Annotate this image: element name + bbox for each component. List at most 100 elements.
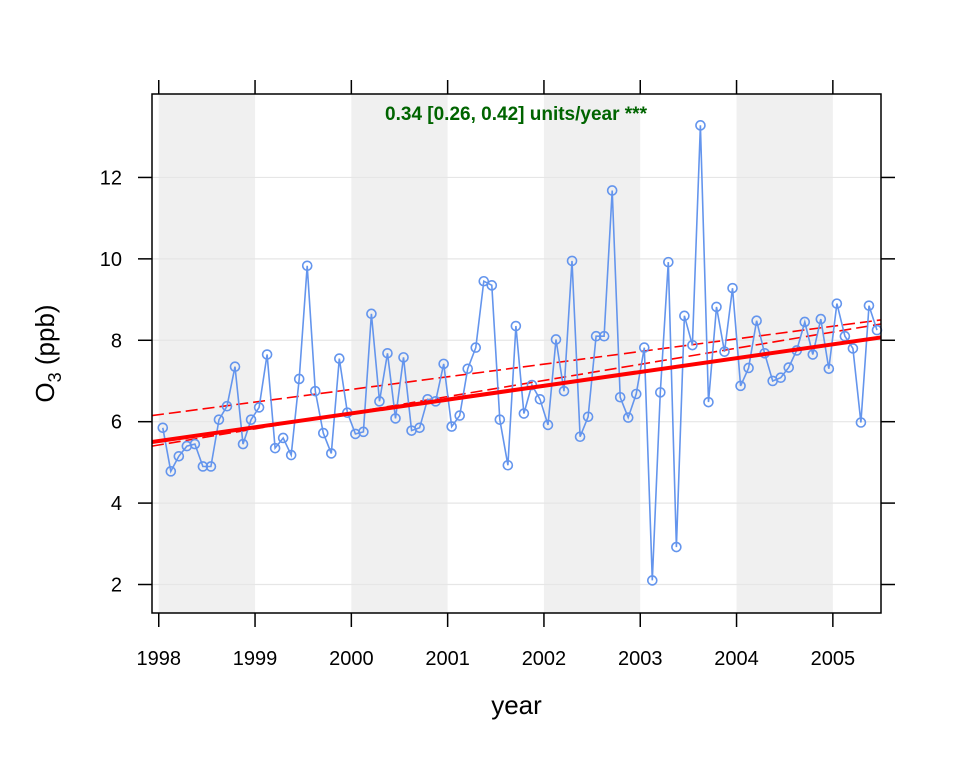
data-point [703,396,714,408]
plot-panel-border [151,93,882,614]
data-point [366,308,377,320]
data-point [783,362,795,373]
data-point [293,373,305,385]
data-point [638,342,650,353]
y-axis-title-unit: (ppb) [30,304,60,372]
trend-line [151,335,882,445]
data-point [630,388,642,400]
data-point [390,413,401,424]
data-point [566,255,578,267]
data-point [799,316,811,328]
data-point [165,466,177,477]
data-point [462,363,474,375]
data-point [326,448,337,459]
data-point [542,419,554,431]
y-tick-label: 6 [111,412,122,434]
data-point [727,282,738,294]
data-point [735,380,746,392]
data-point [334,353,345,364]
data-point [277,432,289,444]
y-tick-label: 8 [111,330,122,352]
data-point [831,298,843,309]
year-band [351,94,448,613]
data-point [309,385,321,397]
data-point [614,391,626,403]
data-point [358,426,369,438]
data-point [157,422,169,434]
data-point [847,343,859,354]
data-point [679,310,690,322]
data-point [317,427,329,439]
x-tick-label: 2004 [714,648,759,670]
data-series [157,120,883,586]
data-point [213,414,225,425]
data-point [863,300,875,311]
data-point [301,260,313,272]
data-point [446,421,457,432]
year-band [158,94,256,613]
data-point [606,185,618,196]
data-point [494,414,506,425]
data-point [855,417,867,428]
data-point [221,400,233,412]
data-point [719,346,730,357]
data-point [823,363,835,375]
data-point [454,410,466,421]
y-axis: 2 4 6 8 10 12 [100,167,895,597]
data-point [590,330,602,342]
y-axis-title-subscript: 3 [45,372,65,382]
data-point [646,575,658,586]
data-point [269,442,281,454]
data-point [502,459,514,471]
data-point [558,385,570,397]
y-tick-label: 2 [111,575,122,597]
data-point [550,334,562,345]
y-tick-label: 4 [111,493,122,515]
data-point [438,358,449,370]
data-point [253,402,265,413]
data-point [510,320,522,332]
data-point [751,315,762,327]
data-point [807,349,819,360]
data-point [229,361,241,373]
trend-line-group [151,335,882,445]
data-point [374,396,385,407]
data-point [663,256,674,268]
data-point [687,339,698,351]
x-tick-label: 1999 [233,648,278,670]
data-point [197,461,209,472]
x-tick-label: 2003 [618,648,663,670]
data-point [695,120,706,131]
data-point [245,414,257,425]
data-point [382,347,393,359]
data-point [518,408,530,419]
y-tick-label: 12 [100,167,122,189]
data-point [598,330,610,342]
data-point [534,393,546,405]
data-point [285,449,297,461]
data-point [622,412,634,423]
x-axis-title: year [491,690,542,720]
x-tick-label: 2002 [522,648,567,670]
data-point [189,438,201,450]
data-point [711,301,722,313]
data-point [486,280,498,291]
data-point [173,450,185,462]
data-point [655,387,666,398]
data-point [671,541,682,553]
data-point [261,349,273,360]
data-point [478,275,490,287]
data-point [574,431,586,443]
trend-annotation: 0.34 [0.26, 0.42] units/year *** [385,104,648,125]
data-point [470,342,482,353]
x-axis: 1998 1999 2000 2001 2002 2003 2004 2005 [136,80,855,670]
data-point [815,313,827,325]
series-line [162,125,878,581]
data-point [205,461,217,472]
y-tick-label: 10 [100,249,122,271]
data-point [237,438,249,450]
data-point [743,362,754,374]
x-tick-label: 2000 [329,648,374,670]
x-tick-label: 1998 [136,648,181,670]
